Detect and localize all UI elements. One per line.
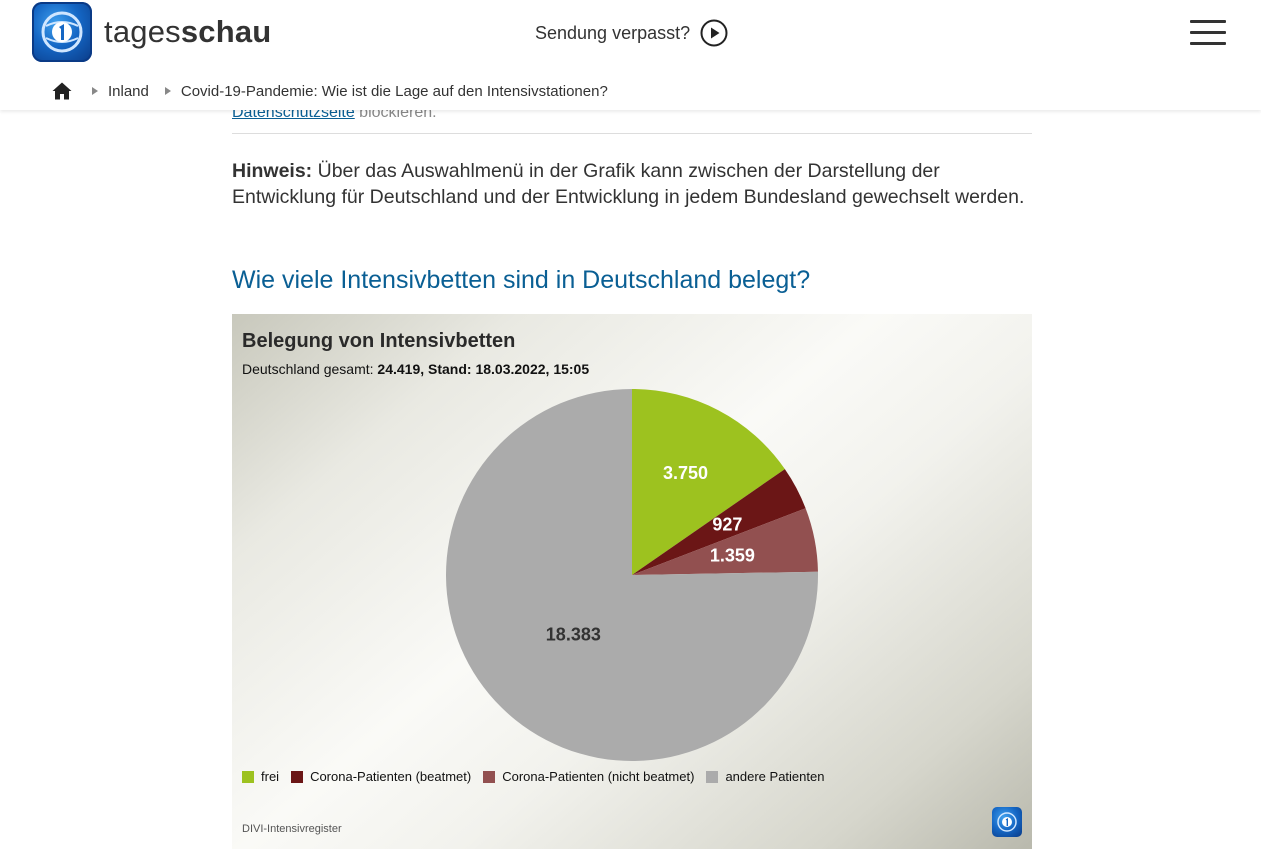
hint-label: Hinweis: xyxy=(232,160,313,182)
legend-label: Corona-Patienten (beatmet) xyxy=(310,769,472,784)
home-icon[interactable] xyxy=(52,81,72,101)
missed-broadcast-link[interactable]: Sendung verpasst? xyxy=(535,19,728,47)
legend-item[interactable]: andere Patienten xyxy=(706,769,824,784)
breadcrumb-item-article[interactable]: Covid-19-Pandemie: Wie ist die Lage auf … xyxy=(180,82,608,100)
legend-swatch xyxy=(291,770,304,783)
pie-slice-label-3: 18.383 xyxy=(546,625,601,645)
pie-slice-label-1: 927 xyxy=(712,515,742,535)
chevron-right-icon xyxy=(92,87,98,95)
chart-source: DIVI-Intensivregister xyxy=(242,823,342,835)
pie-chart: 3.750 927 1.359 18.383 xyxy=(445,389,818,761)
brand-wordmark[interactable]: tagesschau xyxy=(104,14,271,50)
brand-light: tages xyxy=(104,14,181,49)
legend-label: Corona-Patienten (nicht beatmet) xyxy=(502,769,695,784)
chart-subtitle-prefix: Deutschland gesamt: xyxy=(242,361,378,377)
legend-item[interactable]: Corona-Patienten (nicht beatmet) xyxy=(483,769,694,784)
tagesschau-logo[interactable] xyxy=(32,2,92,62)
legend-item[interactable]: Corona-Patienten (beatmet) xyxy=(291,769,471,784)
legend-item[interactable]: frei xyxy=(242,769,279,784)
legend-swatch xyxy=(483,770,496,783)
chart-stand-value: 18.03.2022, 15:05 xyxy=(475,361,590,377)
pie-slice-1[interactable] xyxy=(632,469,806,575)
chevron-right-icon xyxy=(164,87,171,95)
breadcrumb-item-inland[interactable]: Inland xyxy=(108,82,149,100)
section-title: Wie viele Intensivbetten sind in Deutsch… xyxy=(232,266,811,294)
pie-slice-0[interactable] xyxy=(632,389,785,575)
tagesschau-mini-logo-icon xyxy=(992,807,1022,837)
chart-subtitle: Deutschland gesamt: 24.419, Stand: 18.03… xyxy=(242,361,589,377)
chart-legend: frei Corona-Patienten (beatmet) Corona-P… xyxy=(242,769,836,784)
logo-globe-icon xyxy=(41,11,83,53)
chart-stand-prefix: , Stand: xyxy=(420,361,476,377)
missed-broadcast-label: Sendung verpasst? xyxy=(535,22,691,43)
site-header: tagesschau Sendung verpasst? Inland Covi… xyxy=(0,0,1261,110)
pie-slice-label-2: 1.359 xyxy=(710,545,755,565)
mini-logo-globe-icon xyxy=(997,812,1017,832)
legend-label: andere Patienten xyxy=(725,769,825,784)
legend-label: frei xyxy=(261,769,280,784)
hint-text: Über das Auswahlmenü in der Grafik kann … xyxy=(232,160,1025,208)
brand-bold: schau xyxy=(180,14,272,49)
breadcrumb: Inland Covid-19-Pandemie: Wie ist die La… xyxy=(52,80,622,102)
divider xyxy=(232,133,1032,134)
legend-swatch xyxy=(706,770,719,783)
chart-title: Belegung von Intensivbetten xyxy=(242,330,516,352)
pie-slice-3[interactable] xyxy=(445,389,818,761)
play-circle-icon xyxy=(700,19,728,47)
pie-slice-label-0: 3.750 xyxy=(663,463,708,483)
chart-total: 24.419 xyxy=(377,361,421,377)
hint-paragraph: Hinweis: Über das Auswahlmenü in der Gra… xyxy=(232,158,1032,210)
pie-slice-2[interactable] xyxy=(632,508,818,575)
icu-beds-chart: Belegung von Intensivbetten Deutschland … xyxy=(232,314,1032,849)
legend-swatch xyxy=(242,770,254,783)
hamburger-menu-icon[interactable] xyxy=(1190,20,1226,46)
